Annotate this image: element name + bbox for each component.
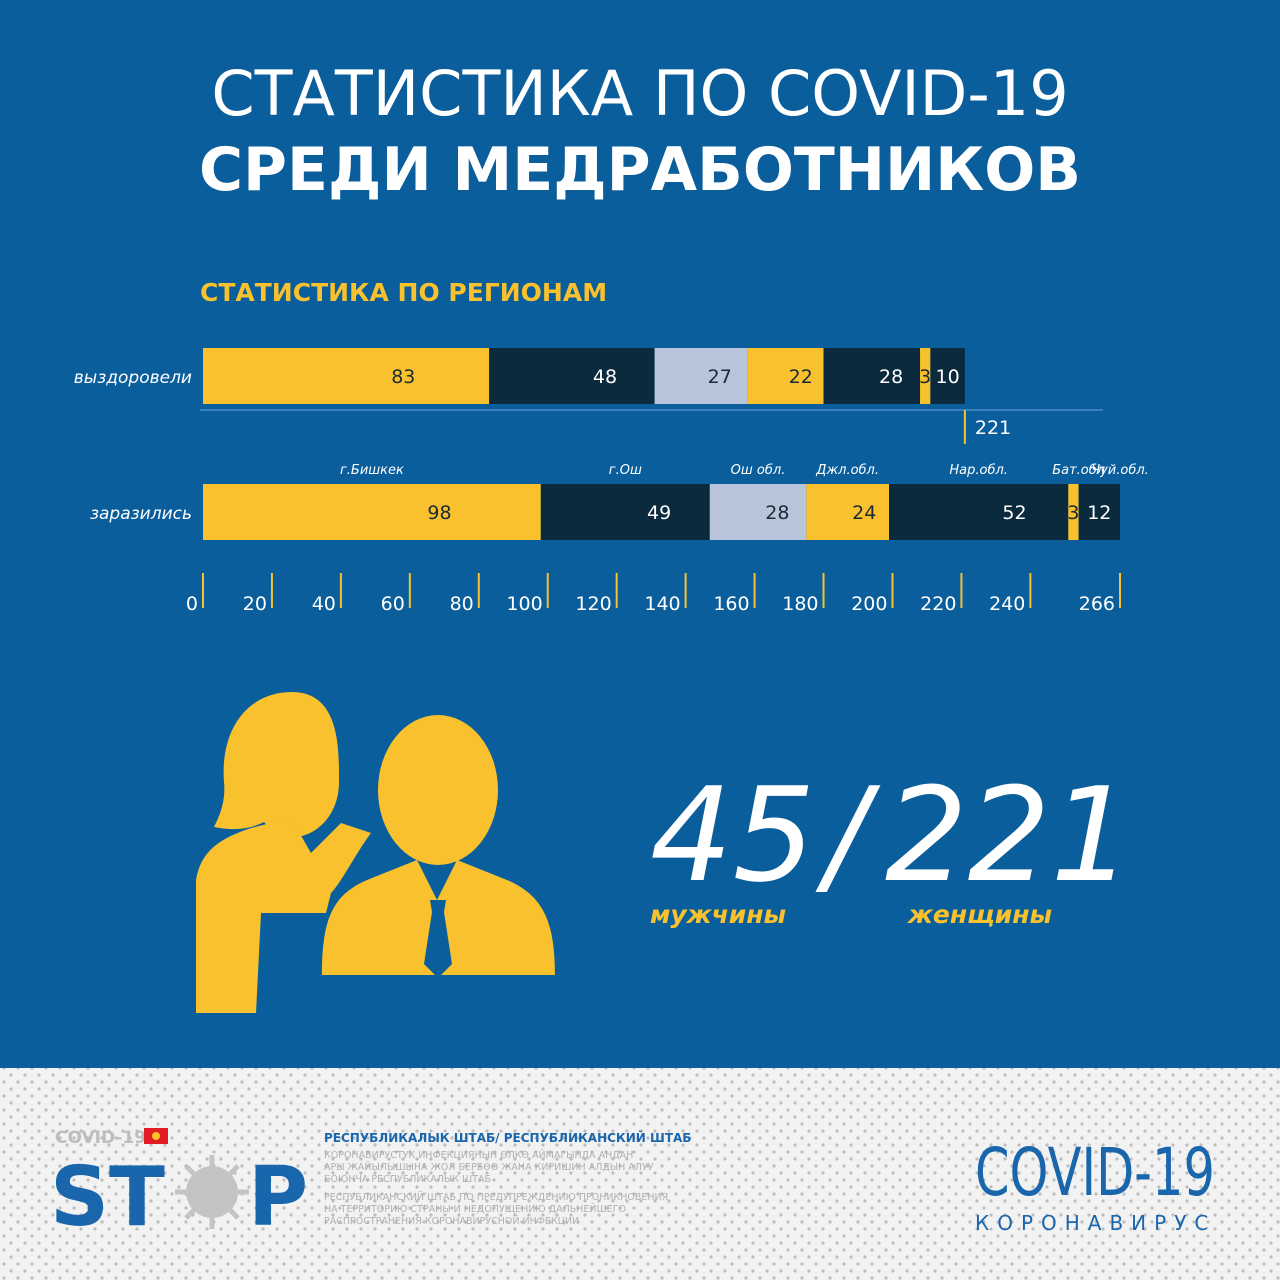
value-label: 49 <box>647 502 671 524</box>
legend-label: г.Ош <box>609 463 642 478</box>
value-label: 27 <box>708 366 732 388</box>
title-line1: СТАТИСТИКА ПО COVID-19 <box>211 57 1068 130</box>
legend-label: Ош обл. <box>731 463 786 478</box>
men-label: мужчины <box>650 900 786 929</box>
value-label: 28 <box>765 502 789 524</box>
bar-segment <box>889 484 1069 540</box>
footer-text: РЕСПУБЛИКАНСКИЙ ШТАБ ПО ПРЕДУПРЕЖДЕНИЮ П… <box>324 1191 668 1203</box>
bar-segment <box>489 348 655 404</box>
x-tick-label: 0 <box>186 593 198 615</box>
value-label: 52 <box>1002 502 1026 524</box>
bar-segment <box>203 348 490 404</box>
bar-segment <box>1078 484 1120 540</box>
x-tick-label: 40 <box>312 593 336 615</box>
value-label: 83 <box>391 366 415 388</box>
x-tick-label: 240 <box>989 593 1025 615</box>
bar-segment <box>709 484 807 540</box>
logo-small: COVID-19 <box>55 1128 146 1148</box>
category-label: выздоровели <box>74 368 192 388</box>
value-label: 3 <box>919 366 931 388</box>
footer-text: АРЫ ЖАЙЫЛЫШЫНА ЖОЛ БЕРБӨӨ ЖАНА КИРИШИН А… <box>324 1161 654 1173</box>
legend-label: г.Бишкек <box>340 463 404 478</box>
women-label: женщины <box>907 900 1052 929</box>
bar-segment <box>203 484 541 540</box>
x-tick-label: 80 <box>450 593 474 615</box>
logo-left: ST <box>50 1150 165 1245</box>
legend-label: Бат.обл <box>1052 463 1105 478</box>
footer-text: РАСПРОСТРАНЕНИЯ КОРОНАВИРУСНОЙ ИНФЕКЦИИ <box>324 1215 579 1227</box>
category-label: заразились <box>90 504 192 524</box>
value-label: 22 <box>789 366 813 388</box>
x-tick-label: 60 <box>381 593 405 615</box>
brand: COVID-19 <box>975 1134 1215 1211</box>
value-label: 3 <box>1067 502 1079 524</box>
legend-label: Чуй.обл. <box>1091 463 1149 478</box>
x-tick-label: 100 <box>506 593 542 615</box>
bar-segment <box>654 348 748 404</box>
bar-segment <box>806 484 890 540</box>
value-label: 48 <box>593 366 617 388</box>
legend-label: Джл.обл. <box>815 463 879 478</box>
bar-segment <box>930 348 965 404</box>
x-tick-label: 20 <box>243 593 267 615</box>
footer-text: БОЮНЧА РЕСПУБЛИКАЛЫК ШТАБ <box>324 1174 491 1185</box>
total-label: 221 <box>975 417 1011 439</box>
title-line2: СРЕДИ МЕДРАБОТНИКОВ <box>199 135 1081 205</box>
chart-title: СТАТИСТИКА ПО РЕГИОНАМ <box>200 278 607 307</box>
women-count: 221 <box>885 759 1133 911</box>
bar-segment <box>920 348 931 404</box>
x-tick-label: 220 <box>920 593 956 615</box>
value-label: 10 <box>936 366 960 388</box>
legend-label: Нар.обл. <box>949 463 1008 478</box>
x-tick-label: 180 <box>782 593 818 615</box>
x-tick-label: 120 <box>575 593 611 615</box>
x-tick-label: 266 <box>1079 593 1115 615</box>
x-tick-label: 160 <box>713 593 749 615</box>
man-tie <box>424 900 452 978</box>
value-label: 98 <box>427 502 451 524</box>
logo-right: P <box>248 1150 308 1245</box>
flag-sun <box>152 1132 160 1140</box>
bar-segment <box>1068 484 1079 540</box>
brand-sub: КОРОНАВИРУС <box>975 1211 1216 1235</box>
men-count: 45 <box>650 759 815 911</box>
bar-segment <box>747 348 824 404</box>
virus-icon <box>175 1155 249 1229</box>
bar-segment <box>823 348 921 404</box>
bar-segment <box>540 484 710 540</box>
value-label: 28 <box>879 366 903 388</box>
x-tick-label: 200 <box>851 593 887 615</box>
value-label: 12 <box>1087 502 1111 524</box>
footer-text: КОРОНАВИРУСТУК ИНФЕКЦИЯНЫН ӨЛКӨ АЙМАГЫНД… <box>324 1149 633 1161</box>
footer-headline: РЕСПУБЛИКАЛЫК ШТАБ/ РЕСПУБЛИКАНСКИЙ ШТАБ <box>324 1130 691 1145</box>
x-tick-label: 140 <box>644 593 680 615</box>
value-label: 24 <box>852 502 876 524</box>
footer-text: НА ТЕРРИТОРИЮ СТРАНЫ И НЕДОПУЩЕНИЮ ДАЛЬН… <box>324 1203 626 1215</box>
